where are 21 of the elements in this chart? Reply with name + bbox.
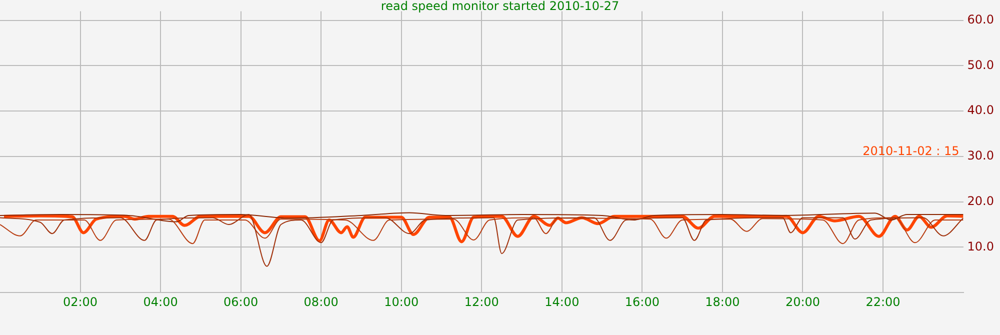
x-tick-label: 16:00 bbox=[624, 294, 660, 309]
y-tick-label: 30.0 bbox=[967, 148, 994, 163]
chart-title: read speed monitor started 2010-10-27 bbox=[380, 0, 620, 14]
x-tick-label: 22:00 bbox=[866, 294, 900, 309]
x-tick-label: 20:00 bbox=[785, 294, 820, 309]
x-tick-label: 08:00 bbox=[304, 294, 338, 309]
x-tick-label: 02:00 bbox=[62, 294, 98, 309]
text: 2010-11-02 : 15 bbox=[862, 144, 960, 158]
x-tick-label: 10:00 bbox=[384, 294, 419, 309]
line-series bbox=[0, 212, 964, 222]
x-tick-label: 18:00 bbox=[705, 294, 740, 309]
y-tick-label: 60.0 bbox=[967, 12, 994, 26]
x-tick-label: 04:00 bbox=[143, 294, 178, 309]
y-tick-label: 10.0 bbox=[967, 239, 994, 254]
x-tick-label: 14:00 bbox=[544, 294, 580, 309]
x-tick-label: 12:00 bbox=[464, 294, 499, 309]
y-tick-label: 40.0 bbox=[967, 103, 994, 118]
x-tick-label: 06:00 bbox=[224, 294, 258, 309]
line-series bbox=[0, 214, 964, 267]
y-tick-label: 50.0 bbox=[967, 58, 994, 72]
y-tick-label: 20.0 bbox=[967, 194, 994, 208]
